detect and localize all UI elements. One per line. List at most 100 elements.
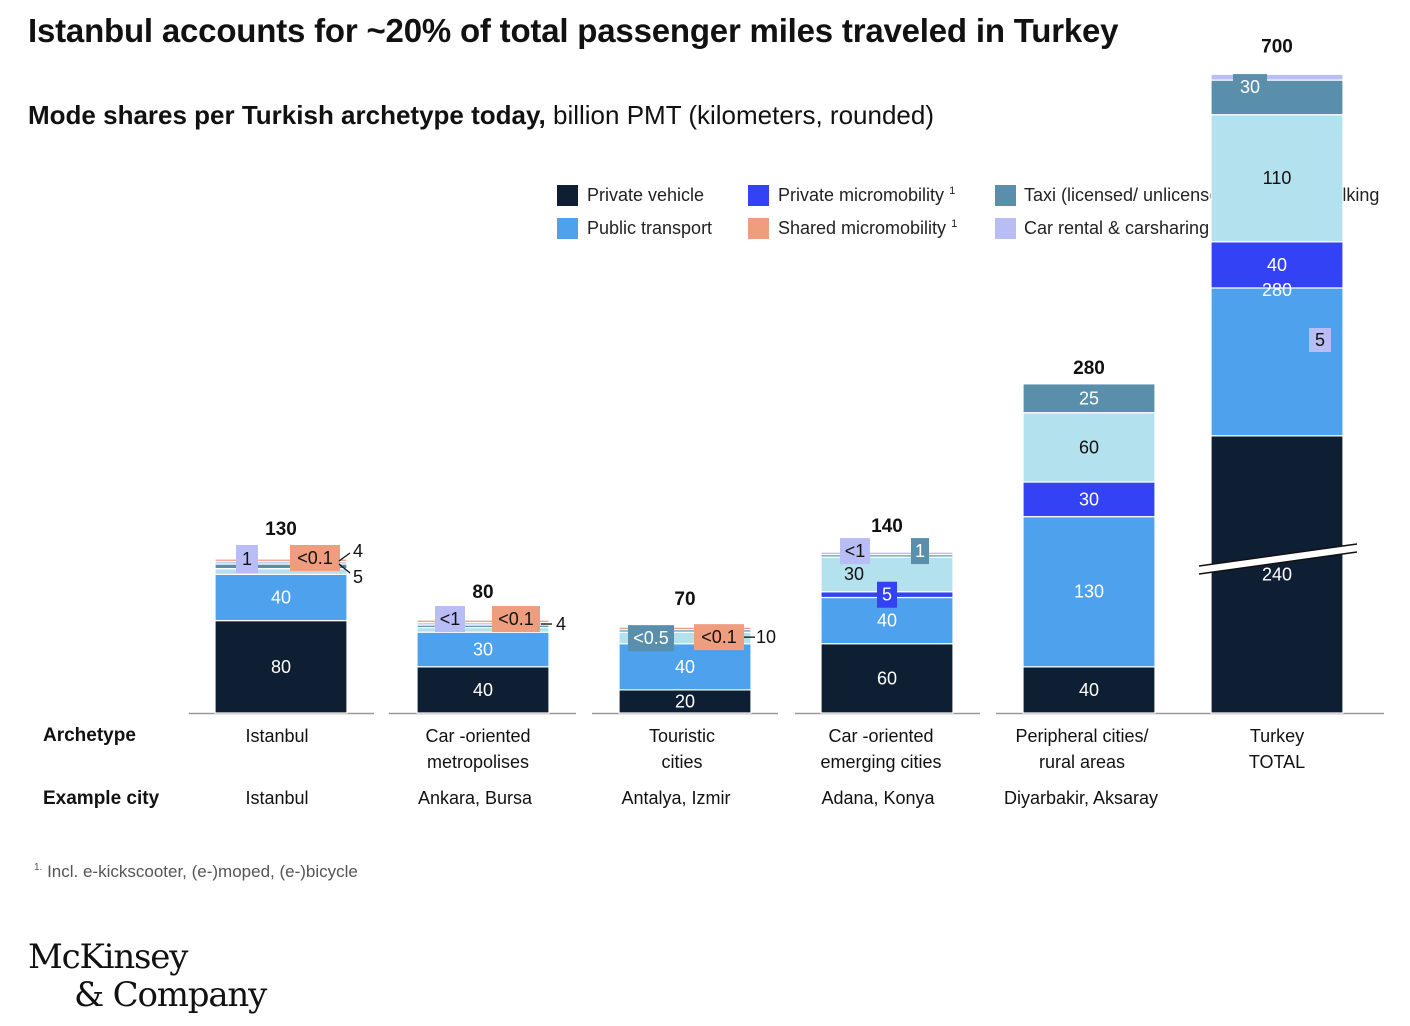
category-line: Istanbul <box>245 726 309 746</box>
data-label-walking-0: 5 <box>353 567 363 587</box>
leader-walking-0 <box>338 563 351 574</box>
data-label-taxi-3: 1 <box>915 541 925 561</box>
bar-segment-taxi-licensed-unlicensed--4 <box>1022 383 1156 414</box>
bar-segment-car-rental-carsharing-5 <box>1210 73 1344 81</box>
data-label-car-rental-1-box <box>435 606 465 633</box>
example-city-istanbul: Istanbul <box>245 788 309 808</box>
legend-label-private-vehicle: Private vehicle <box>587 185 705 205</box>
category-line: TOTAL <box>1248 752 1306 772</box>
data-label-private-micromobility-3: 5 <box>882 585 892 605</box>
legend-swatch-private-vehicle <box>557 185 578 206</box>
bar-segment-private-micromobility-4 <box>1022 481 1156 518</box>
row-header-example-city: Example city <box>43 788 160 809</box>
category-line: cities <box>661 752 703 772</box>
data-label-private-micromobility-5: 40 <box>1267 255 1287 275</box>
bar-segment-walking-4 <box>1022 412 1156 483</box>
data-label-private-micromobility-5-box <box>1260 251 1294 278</box>
category-label-car-metropolises: Car -oriented metropolises <box>373 723 583 775</box>
data-label-car-rental-3-box <box>840 538 870 565</box>
leader-taxi-0 <box>338 552 351 562</box>
legend-sup-shared-micromobility: 1 <box>951 218 958 230</box>
example-city-antalya-izmir: Antalya, Izmir <box>621 788 731 808</box>
legend-swatch-taxi <box>995 185 1016 206</box>
data-label-walking-2: 10 <box>756 627 776 647</box>
subtitle-unit: billion PMT (kilometers, rounded) <box>545 100 934 130</box>
category-label-turkey-total: Turkey TOTAL <box>1172 723 1382 775</box>
footnote-text: Incl. e-kickscooter, (e-)moped, (e-)bicy… <box>42 862 358 881</box>
data-label-private-vehicle-3: 60 <box>877 668 897 688</box>
data-label-public-transport-2: 40 <box>675 657 695 677</box>
legend-label-private-micromobility: Private micromobility 1 <box>778 185 955 206</box>
data-label-taxi-2-box <box>628 625 674 652</box>
legend-text-private-micromobility: Private micromobility <box>778 185 945 205</box>
bar-segment-shared-micromobility-1 <box>416 619 550 624</box>
category-label-touristic: Touristic cities <box>577 723 787 775</box>
category-line: Touristic <box>648 726 715 746</box>
bar-segment-public-transport-0 <box>214 573 348 622</box>
bar-segment-public-transport-1 <box>416 631 550 668</box>
total-label-0: 130 <box>265 519 297 540</box>
total-label-4: 280 <box>1073 358 1105 379</box>
bar-segment-car-rental-carsharing-3 <box>820 551 954 556</box>
total-label-5: 700 <box>1261 36 1293 57</box>
scale-break-line-bottom <box>1198 551 1358 575</box>
category-label-istanbul: Istanbul <box>172 723 382 749</box>
data-label-private-vehicle-4: 40 <box>1079 680 1099 700</box>
category-line: Car -oriented <box>425 726 531 746</box>
data-label-car-rental-0: 1 <box>242 549 252 569</box>
data-label-walking-4: 60 <box>1079 437 1099 457</box>
legend-label-car-rental: Car rental & carsharing <box>1024 218 1210 238</box>
data-label-walking-3: 30 <box>844 564 864 584</box>
data-label-private-vehicle-0: 80 <box>271 657 291 677</box>
bar-segment-private-vehicle-0 <box>214 619 348 714</box>
category-line: metropolises <box>426 752 530 772</box>
category-label-car-emerging: Car -oriented emerging cities <box>776 723 986 775</box>
data-label-shared-micromobility-2-box <box>694 624 744 651</box>
data-label-car-rental-1: <1 <box>440 609 461 629</box>
data-label-public-transport-4: 130 <box>1074 582 1104 602</box>
data-label-public-transport-5: 280 <box>1262 280 1292 300</box>
data-label-private-vehicle-2: 20 <box>675 691 695 711</box>
data-label-shared-micromobility-0: <0.1 <box>297 548 333 568</box>
category-line: rural areas <box>1038 752 1126 772</box>
bar-segment-shared-micromobility-0 <box>214 558 348 563</box>
footnote-mark: 1. <box>34 862 43 873</box>
data-label-taxi-licensed-unlicensed--4: 25 <box>1079 388 1099 408</box>
legend-label-taxi: Taxi (licensed/ unlicensed) <box>1024 185 1236 205</box>
legend-label-shared-micromobility: Shared micromobility 1 <box>778 218 957 239</box>
category-line: emerging cities <box>820 752 942 772</box>
data-label-taxi-5: 30 <box>1240 77 1260 97</box>
data-label-public-transport-0: 40 <box>271 588 291 608</box>
bar-segment-taxi-licensed-unlicensed--5 <box>1210 79 1344 116</box>
legend-label-public-transport: Public transport <box>587 218 713 238</box>
data-label-taxi-3-box <box>911 538 929 565</box>
data-label-private-vehicle-1: 40 <box>473 680 493 700</box>
data-label-public-transport-1: 30 <box>473 639 493 659</box>
data-label-private-micromobility-3-box <box>877 581 897 608</box>
logo-line-1: McKinsey <box>28 937 188 977</box>
bar-segment-walking-5 <box>1210 114 1344 243</box>
data-label-taxi-5-box <box>1233 74 1267 101</box>
data-label-walking-5: 110 <box>1263 168 1292 188</box>
data-label-shared-micromobility-1-box <box>492 606 540 633</box>
data-label-car-rental-5-box <box>1309 328 1331 352</box>
data-label-private-micromobility-4: 30 <box>1079 489 1099 509</box>
data-label-public-transport-3: 40 <box>877 611 897 631</box>
bar-segment-public-transport-5 <box>1210 287 1344 437</box>
legend-swatch-private-micromobility <box>748 185 769 206</box>
total-label-3: 140 <box>871 516 903 537</box>
subtitle-bold: Mode shares per Turkish archetype today, <box>28 100 546 130</box>
chart-subtitle: Mode shares per Turkish archetype today,… <box>28 100 934 131</box>
legend-text-shared-micromobility: Shared micromobility <box>778 218 947 238</box>
example-city-diyarbakir-aksaray: Diyarbakir, Aksaray <box>1003 788 1159 808</box>
scale-break-line-top <box>1198 543 1358 567</box>
data-label-car-rental-3: <1 <box>845 541 866 561</box>
example-city-ankara-bursa: Ankara, Bursa <box>417 788 533 808</box>
row-header-archetype: Archetype <box>43 725 136 746</box>
category-label-peripheral: Peripheral cities/rural areas <box>977 723 1187 775</box>
data-label-taxi-0: 4 <box>353 541 363 561</box>
bar-segment-private-vehicle-5 <box>1210 435 1344 714</box>
legend-swatch-car-rental <box>995 218 1016 239</box>
legend-sup-private-micromobility: 1 <box>949 185 956 197</box>
